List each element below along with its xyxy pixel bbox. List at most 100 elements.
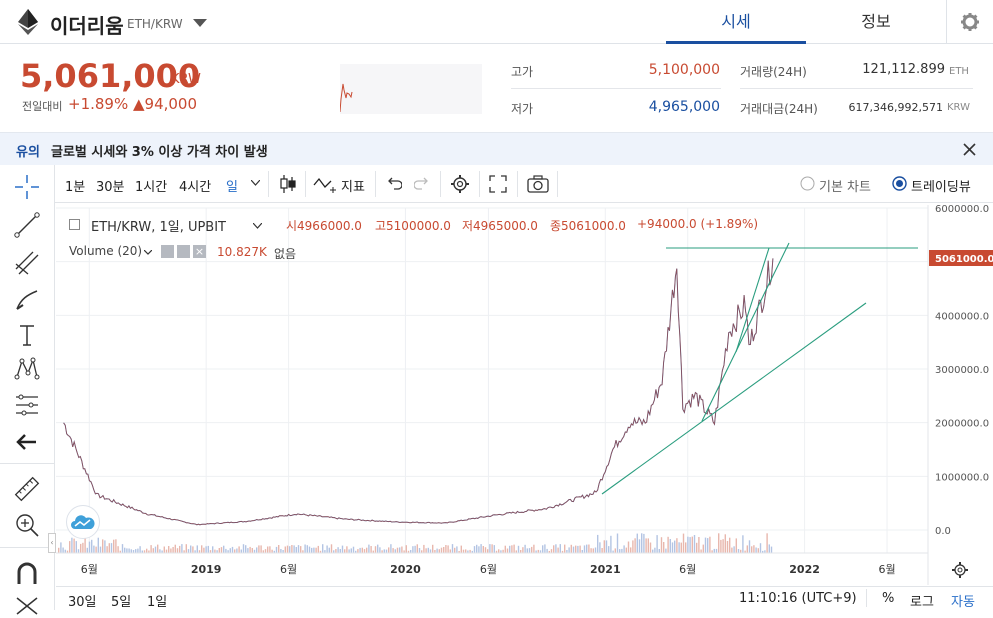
gear-icon[interactable] [450, 174, 470, 194]
interval-4h[interactable]: 4시간 [179, 180, 212, 195]
volume-bar [438, 549, 440, 553]
volume-bar [418, 548, 421, 553]
percent-toggle[interactable]: % [882, 591, 895, 606]
collapse-legend-button[interactable] [69, 219, 80, 230]
legend-symbol[interactable]: ETH/KRW, 1일, UPBIT [91, 220, 227, 235]
volume-bar [143, 550, 146, 553]
interval-1d[interactable]: 일 [226, 180, 238, 195]
expand-handle[interactable]: ‹ [48, 533, 56, 553]
notice-text: 글로벌 시세와 3% 이상 가격 차이 발생 [51, 145, 268, 160]
price-chart-area[interactable]: 6000000.05000000.04000000.03000000.02000… [48, 205, 993, 585]
price-chart[interactable]: 6000000.05000000.04000000.03000000.02000… [56, 205, 993, 585]
volume-bar [205, 546, 207, 553]
volume-bar [319, 550, 322, 553]
volume-bar [308, 546, 311, 553]
volume-bar [702, 544, 704, 553]
volume-bars [58, 533, 773, 553]
volume-bar [300, 546, 302, 553]
volume-bar [152, 548, 154, 553]
radio-tradingview[interactable] [892, 176, 907, 191]
settings-button[interactable] [946, 0, 993, 44]
volume-bar [229, 548, 231, 553]
chart-basic-label[interactable]: 기본 차트 [819, 180, 871, 195]
interval-1m[interactable]: 1분 [65, 180, 86, 195]
measure-lines-icon[interactable] [13, 391, 41, 419]
eye-icon[interactable] [161, 245, 174, 258]
text-tool-icon[interactable] [13, 321, 41, 349]
zoom-in-icon[interactable] [13, 511, 41, 539]
settings-icon[interactable] [177, 245, 190, 258]
chevron-down-icon[interactable] [193, 19, 207, 29]
brush-icon[interactable] [13, 285, 41, 313]
volume-legend-label[interactable]: Volume (20) [69, 244, 143, 258]
volume-bar [69, 541, 71, 553]
chevron-down-icon[interactable] [253, 223, 262, 229]
volume-bar [286, 545, 289, 553]
tab-info[interactable]: 정보 [861, 12, 891, 31]
hide-drawings-icon[interactable] [13, 590, 41, 618]
volume-bar [324, 550, 326, 553]
ruler-icon[interactable] [13, 475, 41, 503]
volume-bar [394, 549, 396, 553]
tab-price[interactable]: 시세 [666, 0, 806, 44]
redo-icon[interactable] [414, 176, 430, 190]
y-tick-label: 2000000.0 [935, 419, 989, 430]
volume-bar [627, 541, 630, 553]
pitchfork-icon[interactable] [13, 249, 41, 277]
pattern-icon[interactable] [13, 355, 41, 383]
radio-basic-chart[interactable] [800, 176, 815, 191]
trendline-icon[interactable] [13, 211, 41, 239]
remove-icon[interactable]: × [193, 245, 206, 258]
auto-toggle[interactable]: 자동 [951, 595, 975, 610]
volume-bar [370, 546, 372, 553]
magnet-icon[interactable] [13, 560, 41, 588]
volume-bar [423, 544, 425, 553]
volume-bar [570, 544, 572, 553]
volume-bar [544, 544, 546, 553]
indicators-button[interactable]: 지표 [341, 180, 365, 195]
volume-bar [542, 545, 544, 553]
volume-bar [498, 549, 500, 553]
volume-bar [311, 547, 313, 553]
interval-30m[interactable]: 30분 [96, 180, 125, 195]
chart-tradingview-label[interactable]: 트레이딩뷰 [911, 180, 971, 195]
back-arrow-icon[interactable] [13, 428, 41, 456]
volume-bar [322, 544, 324, 553]
range-1d[interactable]: 1일 [147, 595, 168, 610]
log-toggle[interactable]: 로그 [910, 595, 934, 610]
candles-icon[interactable] [279, 174, 297, 194]
divider [517, 171, 518, 197]
volume-bar [108, 543, 110, 553]
y-tick-label: 1000000.0 [935, 472, 989, 483]
volume-bar [385, 549, 388, 553]
chevron-down-icon[interactable] [144, 250, 152, 255]
cloud-icon [71, 515, 95, 529]
volume-bar [687, 536, 689, 553]
fullscreen-icon[interactable] [489, 175, 507, 193]
volume-bar [553, 545, 555, 553]
undo-icon[interactable] [386, 176, 402, 190]
clock-display[interactable]: 11:10:16 (UTC+9) [739, 591, 857, 606]
volume-unit: ETH [949, 66, 969, 77]
crosshair-icon[interactable] [13, 173, 41, 201]
volume-bar [97, 537, 99, 553]
chevron-down-icon[interactable] [251, 180, 260, 186]
volume-legend-value: 10.827K [217, 245, 267, 259]
volume-bar [654, 547, 656, 553]
indicators-icon[interactable] [313, 175, 339, 193]
range-5d[interactable]: 5일 [111, 595, 132, 610]
volume-bar [372, 550, 374, 553]
volume-bar [630, 547, 632, 553]
camera-icon[interactable] [527, 175, 549, 193]
volume-bar [86, 547, 88, 553]
tradingview-logo[interactable] [66, 505, 100, 539]
volume-bar [291, 545, 293, 553]
range-30d[interactable]: 30일 [68, 595, 97, 610]
gear-icon[interactable] [952, 562, 968, 578]
volume-bar [106, 546, 108, 553]
volume-bar [240, 549, 242, 553]
volume-bar [339, 549, 341, 553]
volume-bar [399, 547, 401, 553]
close-icon[interactable] [963, 143, 976, 156]
interval-1h[interactable]: 1시간 [135, 180, 168, 195]
